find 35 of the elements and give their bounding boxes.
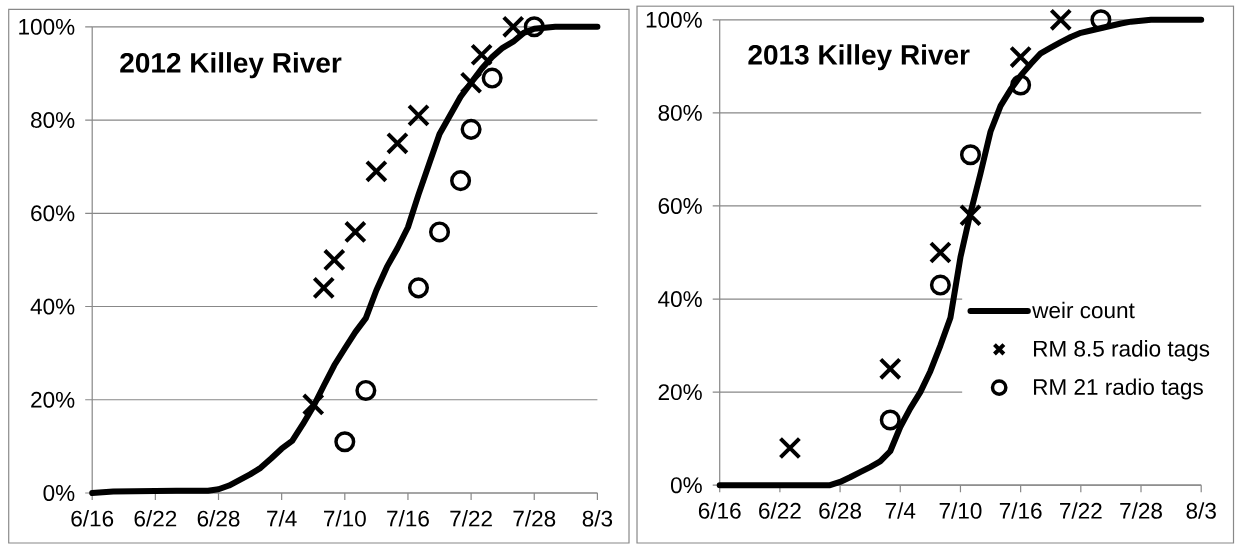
x-tick-label: 7/28 xyxy=(1120,502,1162,519)
y-tick-label: 80% xyxy=(31,112,75,129)
x-tick-label: 7/16 xyxy=(387,510,429,527)
legend-label: RM 21 radio tags xyxy=(1034,378,1203,400)
x-tick-label: 6/22 xyxy=(759,502,801,519)
x-tick-label: 6/16 xyxy=(698,502,741,519)
y-tick-label: 20% xyxy=(658,384,702,401)
y-tick-label: 100% xyxy=(646,11,702,28)
x-tick-label: 8/3 xyxy=(1186,502,1216,519)
y-tick-label: 20% xyxy=(31,391,75,408)
x-tick-label: 7/22 xyxy=(1060,502,1102,519)
x-tick-label: 7/4 xyxy=(267,510,297,527)
x-tick-label: 6/22 xyxy=(134,510,177,527)
y-tick-label: 40% xyxy=(658,291,702,308)
legend-label: RM 8.5 radio tags xyxy=(1034,340,1210,362)
x-tick-label: 6/28 xyxy=(197,510,240,527)
x-tick-label: 6/28 xyxy=(819,502,862,519)
y-tick-label: 40% xyxy=(30,298,75,315)
x-tick-label: 7/28 xyxy=(513,510,556,527)
text: 2012 Killey River xyxy=(120,52,342,79)
x-tick-label: 7/4 xyxy=(885,502,916,519)
x-tick-label: 6/16 xyxy=(71,510,114,527)
y-tick-label: 80% xyxy=(658,104,702,121)
y-tick-label: 100% xyxy=(19,18,75,35)
x-tick-label: 7/10 xyxy=(939,502,982,519)
y-tick-label: 60% xyxy=(31,205,75,222)
legend-label: weir count xyxy=(1032,301,1135,319)
x-tick-label: 7/10 xyxy=(324,510,366,527)
x-tick-label: 7/22 xyxy=(450,510,492,527)
y-tick-label: 0% xyxy=(43,485,75,501)
x-tick-label: 8/3 xyxy=(582,510,613,527)
text: 2013 Killey River xyxy=(748,44,970,71)
y-tick-label: 60% xyxy=(658,197,702,214)
y-tick-label: 0% xyxy=(670,477,702,494)
x-tick-label: 7/16 xyxy=(999,502,1042,519)
